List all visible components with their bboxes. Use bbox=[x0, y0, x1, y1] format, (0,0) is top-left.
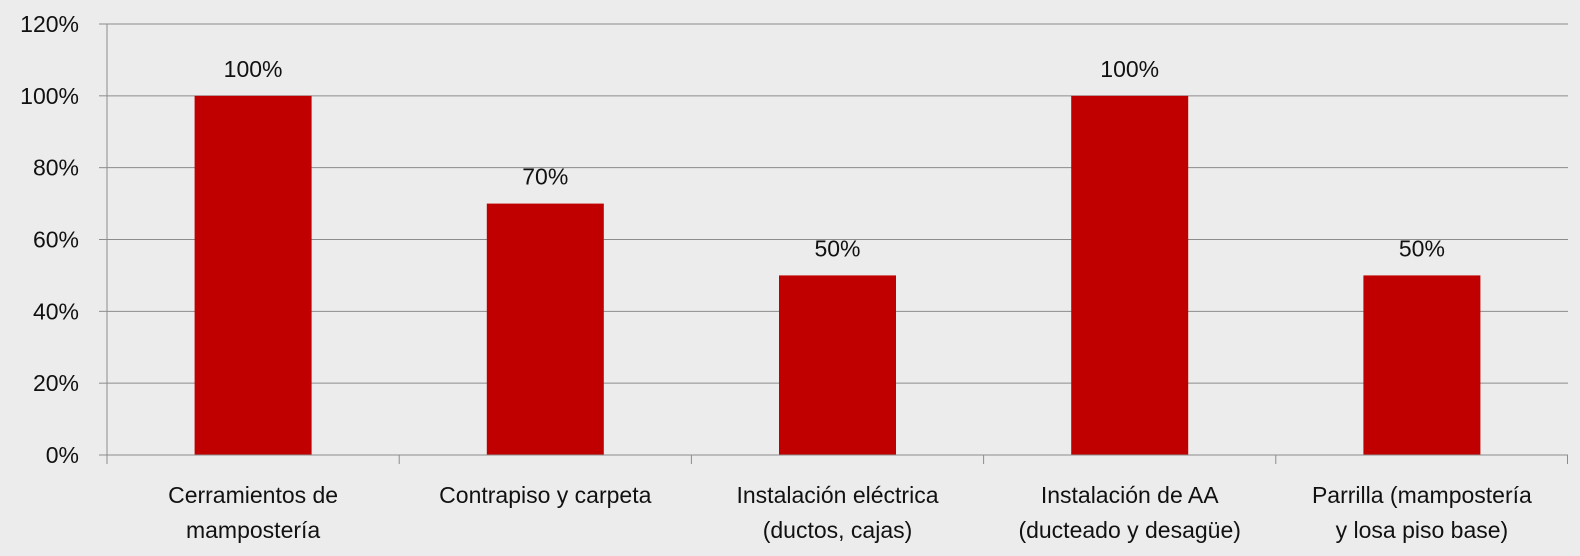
x-tick-label: Cerramientos de mampostería bbox=[168, 482, 338, 543]
bar bbox=[486, 203, 604, 455]
data-label: 50% bbox=[814, 235, 860, 261]
x-tick-label: Instalación eléctrica (ductos, cajas) bbox=[737, 482, 939, 543]
x-axis-tick-labels: Cerramientos de mampostería Contrapiso y c… bbox=[168, 482, 1532, 543]
y-tick-label: 20% bbox=[33, 370, 79, 396]
y-axis-tick-labels: 0% 20% 40% 60% 80% 100% 120% bbox=[20, 11, 79, 468]
x-tick-label-line: (ducteado y desagüe) bbox=[1018, 517, 1241, 543]
bar bbox=[779, 275, 896, 455]
x-tick-label-line: Instalación de AA bbox=[1041, 482, 1219, 508]
y-tick-label: 120% bbox=[20, 11, 79, 37]
x-tick-label: Parrilla (mampostería y losa piso base) bbox=[1312, 482, 1532, 543]
y-tick-label: 100% bbox=[20, 83, 79, 109]
y-tick-label: 80% bbox=[33, 155, 79, 181]
data-label: 100% bbox=[1100, 56, 1159, 82]
bars bbox=[194, 95, 1481, 455]
x-tick-label-line: mampostería bbox=[186, 517, 320, 543]
data-labels: 100% 70% 50% 100% 50% bbox=[224, 56, 1445, 262]
data-label: 100% bbox=[224, 56, 283, 82]
x-tick-label-line: (ductos, cajas) bbox=[763, 517, 913, 543]
x-axis bbox=[106, 454, 1568, 464]
y-tick-label: 60% bbox=[33, 227, 79, 253]
bar bbox=[194, 95, 312, 455]
x-tick-label-line: Contrapiso y carpeta bbox=[439, 482, 651, 508]
y-tick-label: 0% bbox=[46, 442, 79, 468]
data-label: 50% bbox=[1399, 235, 1445, 261]
x-tick-label-line: Instalación eléctrica bbox=[737, 482, 939, 508]
x-tick-label-line: Cerramientos de bbox=[168, 482, 338, 508]
x-tick-label: Contrapiso y carpeta bbox=[439, 482, 651, 508]
bar bbox=[1363, 275, 1481, 455]
data-label: 70% bbox=[522, 164, 568, 190]
bar bbox=[1071, 95, 1189, 455]
x-tick-label-line: Parrilla (mampostería bbox=[1312, 482, 1532, 508]
x-tick-label-line: y losa piso base) bbox=[1336, 517, 1509, 543]
x-tick-label: Instalación de AA (ducteado y desagüe) bbox=[1018, 482, 1241, 543]
y-tick-label: 40% bbox=[33, 298, 79, 324]
